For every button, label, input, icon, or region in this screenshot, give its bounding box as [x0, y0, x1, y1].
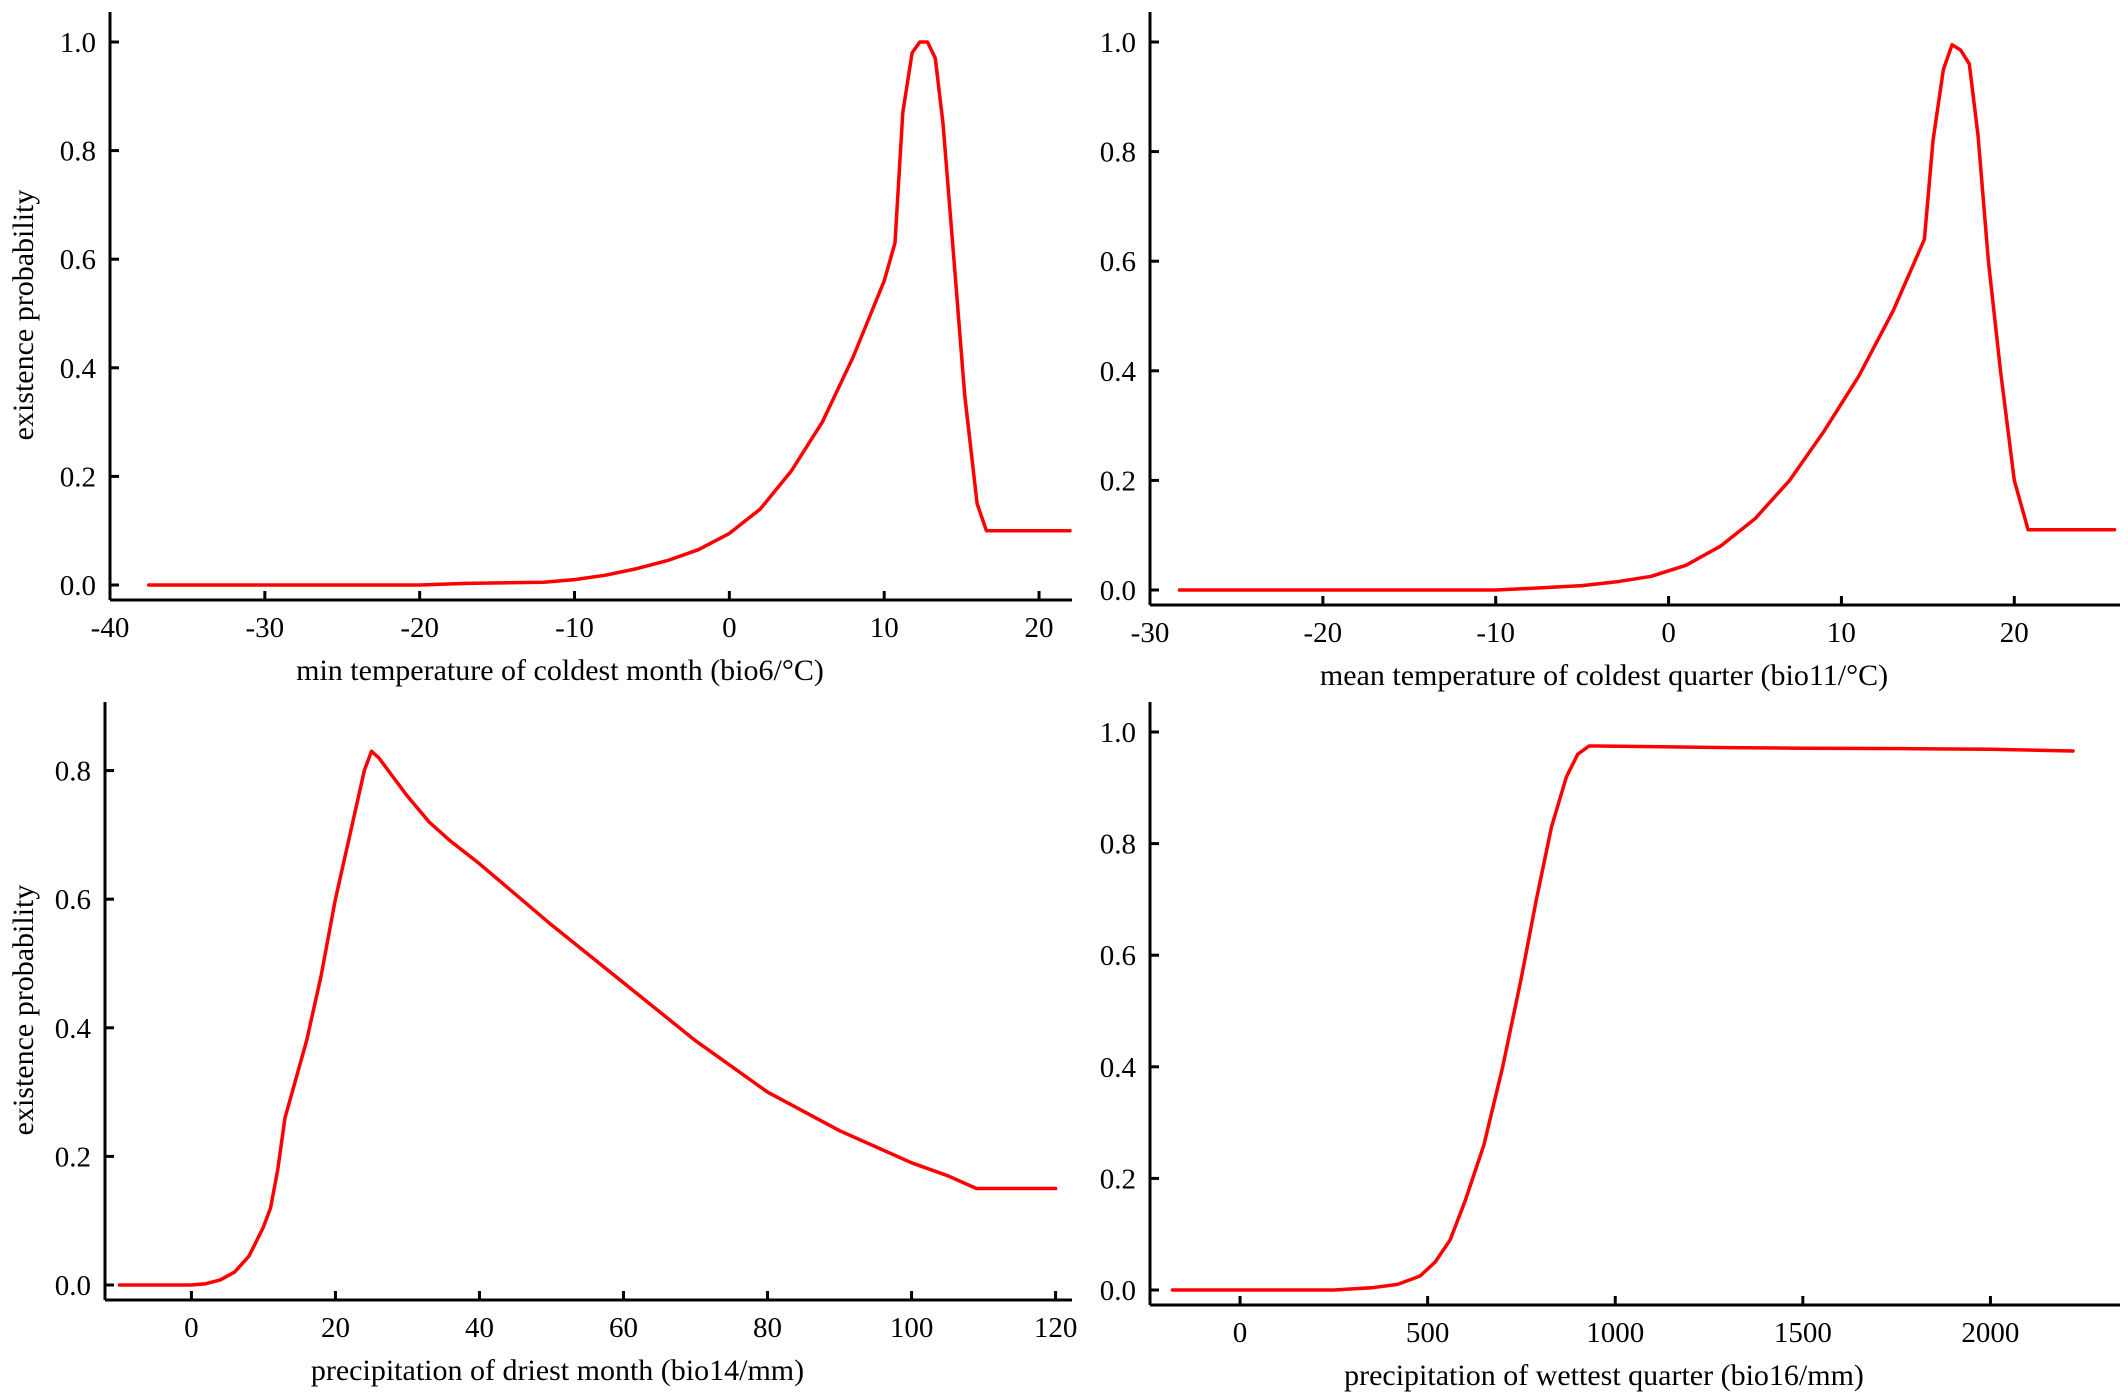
y-axis-title: existence probability [7, 885, 40, 1136]
x-axis-title: mean temperature of coldest quarter (bio… [1320, 659, 1888, 692]
series-line [1170, 744, 2075, 1292]
x-tick-label: 500 [1406, 1317, 1450, 1349]
y-tick-label: 0.0 [55, 1270, 91, 1302]
y-tick-label: 1.0 [60, 27, 96, 59]
x-axis-title: precipitation of driest month (bio14/mm) [311, 1354, 804, 1387]
y-tick-label: 0.2 [1100, 1163, 1136, 1195]
x-tick-label: 1500 [1774, 1317, 1832, 1349]
y-tick-label: 0.4 [1100, 356, 1137, 388]
x-tick-label: -40 [91, 612, 130, 644]
x-tick-label: 2000 [1961, 1317, 2019, 1349]
y-tick-label: 0.2 [55, 1141, 91, 1173]
y-tick-label: 0.6 [55, 884, 91, 916]
x-tick-label: -30 [1131, 617, 1170, 649]
y-tick-label: 0.0 [1100, 575, 1136, 607]
x-tick-label: 120 [1034, 1312, 1078, 1344]
x-tick-label: -20 [1304, 617, 1343, 649]
x-tick-label: 80 [753, 1312, 782, 1344]
x-axis-title: precipitation of wettest quarter (bio16/… [1344, 1359, 1864, 1392]
x-tick-label: 20 [321, 1312, 350, 1344]
y-tick-label: 1.0 [1100, 27, 1136, 59]
x-tick-label: 20 [2000, 617, 2029, 649]
x-tick-label: 1000 [1586, 1317, 1644, 1349]
y-tick-label: 0.6 [1100, 940, 1136, 972]
x-tick-label: 0 [722, 612, 737, 644]
y-tick-label: 0.6 [1100, 246, 1136, 278]
chart-panel-1: 0.0 0.2 0.4 0.6 0.8 1.0 -40 -30 -20 -10 0 10 20 min t… [7, 12, 1072, 687]
y-tick-label: 0.2 [1100, 465, 1136, 497]
x-tick-label: -20 [400, 612, 439, 644]
chart-panel-2: 0.0 0.2 0.4 0.6 0.8 1.0 -30 -20 -10 0 10 20 mean tem… [1100, 12, 2120, 692]
x-tick-label: 0 [184, 1312, 199, 1344]
x-tick-label: 20 [1025, 612, 1054, 644]
x-tick-label: 40 [465, 1312, 494, 1344]
x-tick-label: -30 [246, 612, 285, 644]
chart-panel-4: 0.0 0.2 0.4 0.6 0.8 1.0 0 500 1000 1500 2000 precip… [1100, 702, 2120, 1392]
y-axis-title: existence probability [7, 190, 40, 441]
chart-panel-3: 0.0 0.2 0.4 0.6 0.8 0 20 40 60 80 100 120 precipitat… [7, 702, 1077, 1387]
series-line [146, 40, 1072, 587]
y-tick-label: 1.0 [1100, 717, 1136, 749]
y-tick-label: 0.8 [60, 136, 96, 168]
x-tick-label: 0 [1233, 1317, 1248, 1349]
x-tick-label: 10 [1827, 617, 1856, 649]
y-tick-label: 0.0 [60, 570, 96, 602]
y-tick-label: 0.4 [55, 1013, 92, 1045]
y-tick-label: 0.8 [55, 756, 91, 788]
series-line [117, 749, 1058, 1287]
x-tick-label: -10 [555, 612, 594, 644]
y-tick-label: 0.8 [1100, 829, 1136, 861]
y-tick-label: 0.4 [60, 353, 97, 385]
y-tick-label: 0.8 [1100, 137, 1136, 169]
y-tick-label: 0.4 [1100, 1052, 1137, 1084]
x-axis-title: min temperature of coldest month (bio6/°… [296, 654, 824, 687]
y-tick-label: 0.6 [60, 244, 96, 276]
y-tick-label: 0.0 [1100, 1275, 1136, 1307]
x-tick-label: 60 [609, 1312, 638, 1344]
x-tick-label: 10 [870, 612, 899, 644]
x-tick-label: 100 [890, 1312, 934, 1344]
x-tick-label: 0 [1661, 617, 1676, 649]
series-line [1177, 42, 2117, 592]
y-tick-label: 0.2 [60, 461, 96, 493]
x-tick-label: -10 [1476, 617, 1515, 649]
